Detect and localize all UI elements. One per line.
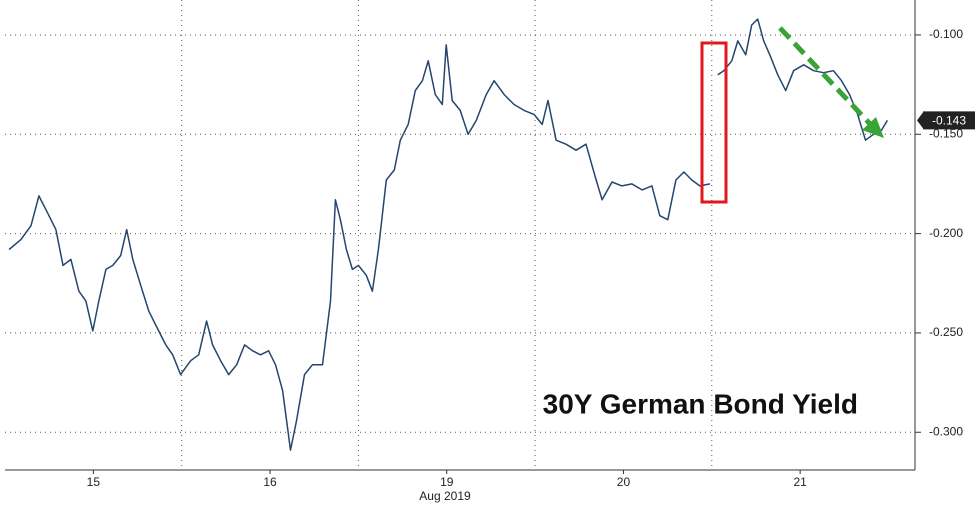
marks xyxy=(8,18,889,451)
y-tick-label: -0.150 xyxy=(929,126,963,140)
last-value-box xyxy=(923,111,975,130)
last-value-label: -0.143 xyxy=(932,114,966,128)
x-tick-label: 19 xyxy=(440,475,454,489)
x-tick-label: 21 xyxy=(793,475,807,489)
last-value-pointer xyxy=(917,112,923,129)
y-tick-label: -0.100 xyxy=(929,27,963,41)
highlight-box xyxy=(700,41,728,204)
chart-title: 30Y German Bond Yield xyxy=(543,388,858,419)
x-tick-label: 16 xyxy=(263,475,277,489)
y-tick-label: -0.250 xyxy=(929,325,963,339)
trend-arrow-head xyxy=(862,117,884,138)
x-axis-label: Aug 2019 xyxy=(419,489,471,503)
x-tick-label: 15 xyxy=(87,475,101,489)
grid xyxy=(5,0,915,470)
y-tick-label: -0.200 xyxy=(929,226,963,240)
x-tick-label: 20 xyxy=(617,475,631,489)
line-series xyxy=(8,18,889,451)
trend-arrow xyxy=(778,26,874,128)
y-tick-label: -0.300 xyxy=(929,424,963,438)
